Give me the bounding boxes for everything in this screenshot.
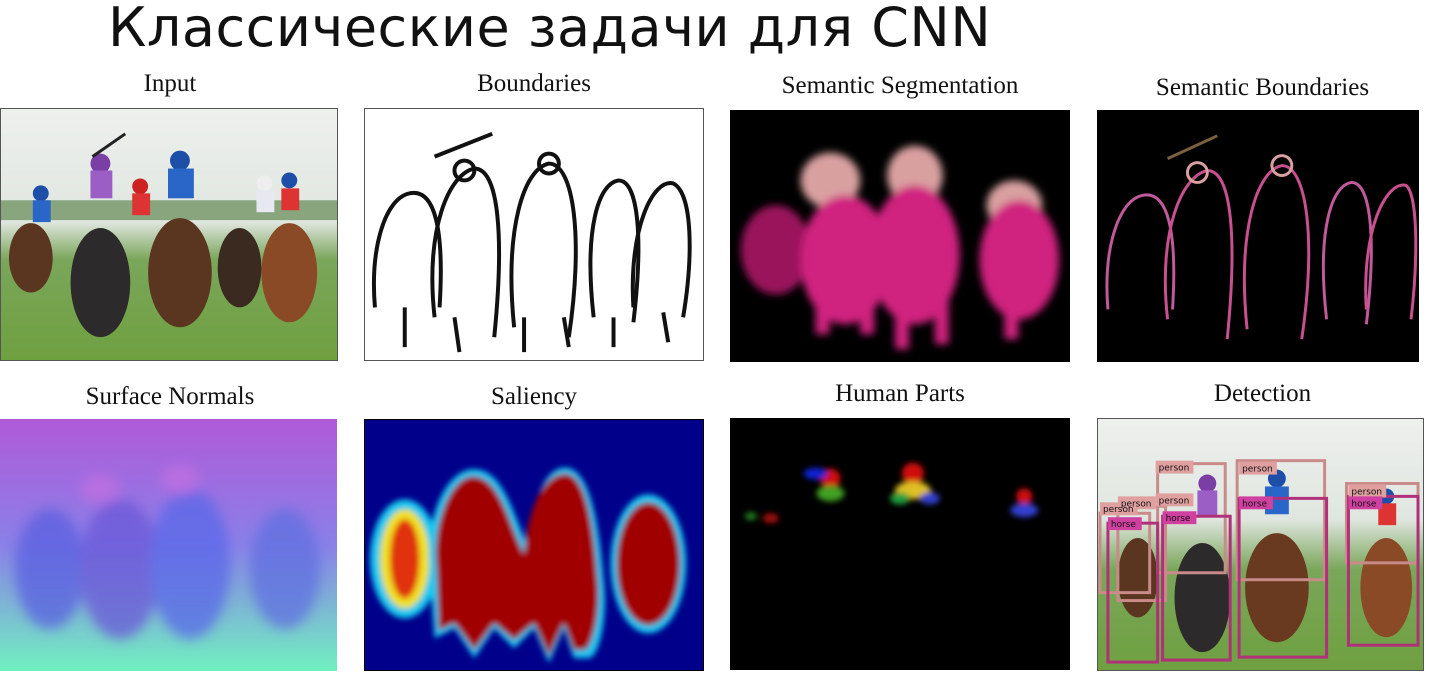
- panel-semantic-segmentation: Semantic Segmentation: [730, 70, 1070, 365]
- detection-person-label: person: [1121, 499, 1152, 509]
- panel-label-surface-normals: Surface Normals: [85, 383, 255, 410]
- slide-title: Классические задачи для CNN: [108, 0, 992, 59]
- panel-label-input: Input: [143, 70, 197, 97]
- detection-person-label: person: [1242, 465, 1273, 475]
- panel-detection: Detection: [1096, 380, 1429, 675]
- panel-input: Input: [0, 70, 340, 365]
- panel-saliency: Saliency: [364, 383, 704, 675]
- panel-human-parts: Human Parts: [730, 380, 1070, 672]
- panel-semantic-boundaries: Semantic Boundaries: [1096, 70, 1429, 365]
- detection-person-label: person: [1159, 496, 1190, 506]
- semantic-boundaries-image: [1097, 110, 1419, 362]
- detection-horse-label: horse: [1242, 499, 1267, 509]
- boundaries-image: [364, 108, 704, 361]
- input-photo: [0, 108, 338, 361]
- panel-surface-normals: Surface Normals: [0, 383, 340, 675]
- detection-person-label: person: [1159, 464, 1190, 474]
- semantic-segmentation-image: [730, 110, 1070, 362]
- panel-label-semantic-segmentation: Semantic Segmentation: [781, 72, 1019, 99]
- detection-horse-label: horse: [1351, 499, 1376, 509]
- detection-horse-label: horse: [1111, 520, 1136, 530]
- panel-label-boundaries: Boundaries: [477, 70, 591, 97]
- surface-normals-image: [0, 419, 337, 671]
- panel-label-detection: Detection: [1213, 380, 1312, 407]
- panel-boundaries: Boundaries: [364, 70, 704, 365]
- saliency-image: [364, 419, 704, 671]
- detection-person-label: person: [1103, 505, 1134, 515]
- detection-person-label: person: [1351, 487, 1382, 497]
- panel-label-human-parts: Human Parts: [835, 380, 965, 407]
- panel-label-semantic-boundaries: Semantic Boundaries: [1155, 74, 1370, 101]
- panel-label-saliency: Saliency: [490, 383, 578, 410]
- detection-horse-label: horse: [1166, 514, 1191, 524]
- human-parts-image: [730, 418, 1070, 670]
- detection-image: person person person person person perso…: [1097, 418, 1424, 671]
